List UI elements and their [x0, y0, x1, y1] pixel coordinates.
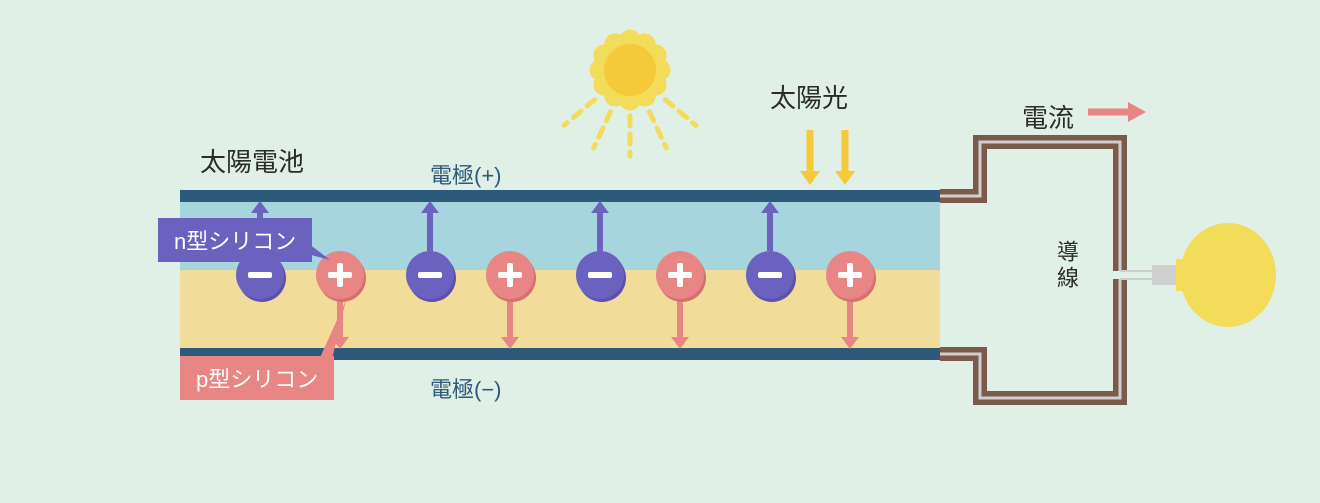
p-layer: [180, 270, 940, 348]
sun-icon: [604, 44, 656, 96]
title-label: 太陽電池: [200, 142, 304, 179]
electrode-pos-label: 電極(+): [430, 158, 502, 190]
electrode-top: [180, 190, 940, 202]
current-label: 電流: [1022, 98, 1074, 135]
p-silicon-tag: p型シリコン: [180, 356, 334, 400]
n-silicon-tag: n型シリコン: [158, 218, 312, 262]
sunlight-label: 太陽光: [770, 78, 848, 115]
diagram-canvas: 太陽電池 太陽光 電極(+) 電極(−) 電流 導線 n型シリコン p型シリコン: [0, 0, 1320, 503]
wire-label: 導線: [1050, 240, 1082, 292]
electrode-neg-label: 電極(−): [430, 372, 502, 404]
